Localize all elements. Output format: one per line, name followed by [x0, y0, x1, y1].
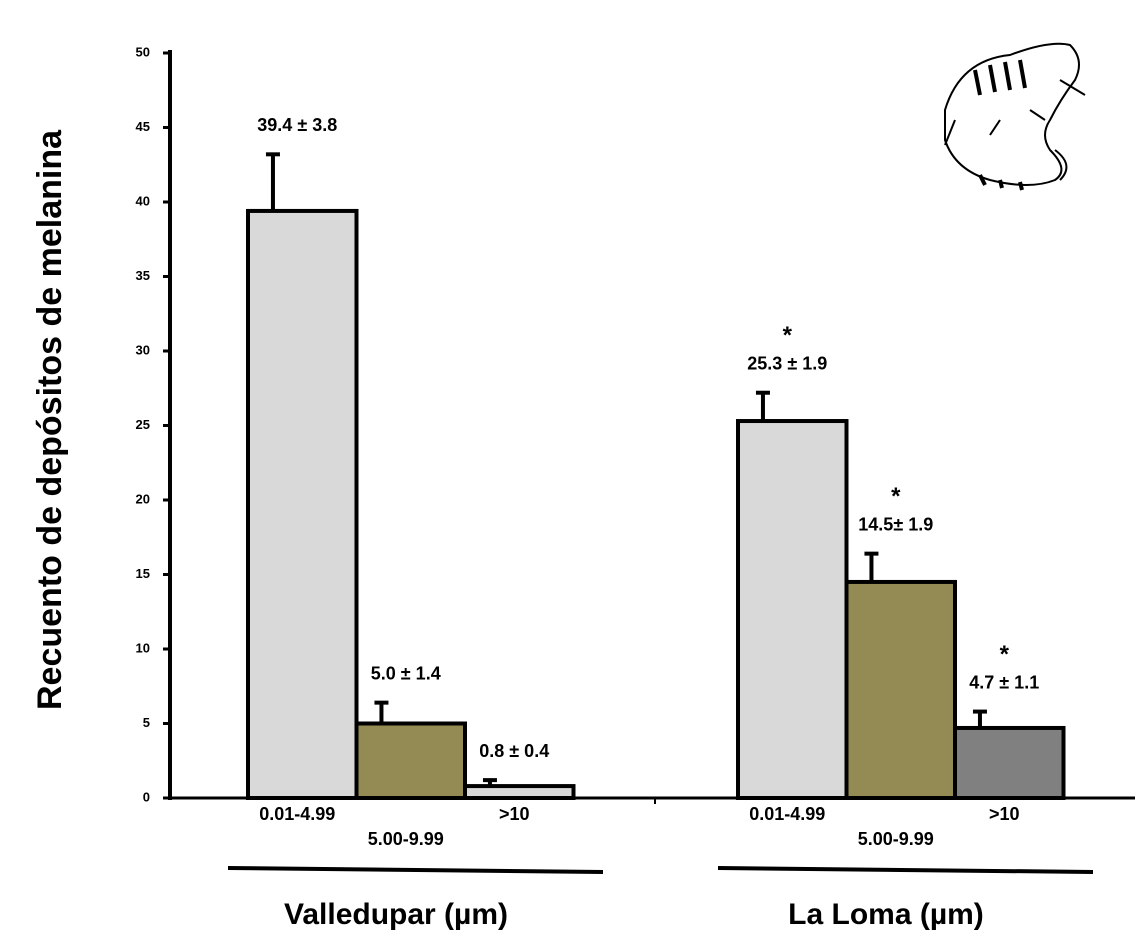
significance-mark: *	[891, 483, 901, 510]
value-label: 39.4 ± 3.8	[257, 115, 337, 135]
y-tick-label: 5	[143, 715, 150, 730]
group-label: Valledupar (µm)	[284, 898, 508, 931]
group-underline	[717, 866, 1094, 874]
x-tick-label: 0.01-4.99	[749, 804, 825, 824]
significance-mark: *	[783, 322, 793, 349]
x-tick-label: 5.00-9.99	[368, 829, 444, 849]
x-tick-label: >10	[989, 804, 1020, 824]
y-tick-label: 45	[136, 119, 150, 134]
value-label: 25.3 ± 1.9	[747, 353, 827, 373]
significance-mark: *	[1000, 641, 1010, 668]
value-label: 14.5± 1.9	[858, 514, 933, 534]
y-tick-label: 50	[136, 44, 150, 59]
y-tick-label: 0	[143, 789, 150, 804]
group-label: La Loma (µm)	[788, 898, 984, 931]
y-tick-label: 30	[136, 342, 150, 357]
y-tick-label: 40	[136, 193, 150, 208]
group-underline	[227, 866, 604, 874]
value-label: 0.8 ± 0.4	[479, 741, 549, 761]
y-tick-label: 15	[136, 566, 150, 581]
bar	[844, 579, 957, 801]
y-tick-label: 10	[136, 640, 150, 655]
bar	[736, 419, 849, 800]
y-tick-label: 25	[136, 417, 150, 432]
bar	[246, 208, 359, 800]
x-tick-label: 0.01-4.99	[259, 804, 335, 824]
bar	[953, 725, 1066, 800]
x-tick-label: >10	[499, 804, 530, 824]
bar	[463, 784, 576, 801]
y-tick-label: 20	[136, 491, 150, 506]
y-tick-label: 35	[136, 268, 150, 283]
bar	[354, 721, 467, 800]
value-label: 5.0 ± 1.4	[371, 663, 441, 683]
x-tick-label: 5.00-9.99	[858, 829, 934, 849]
iguana-icon	[944, 42, 1086, 191]
y-axis-label: Recuento de depósitos de melanina	[31, 129, 69, 710]
value-label: 4.7 ± 1.1	[969, 672, 1039, 692]
